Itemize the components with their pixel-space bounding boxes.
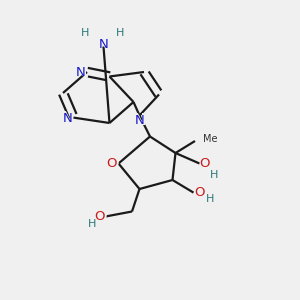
Text: H: H [210, 169, 219, 180]
Text: N: N [61, 111, 74, 126]
Text: N: N [99, 38, 108, 51]
Text: O: O [193, 185, 206, 200]
Text: H: H [116, 28, 124, 38]
Text: N: N [74, 64, 87, 80]
Text: O: O [93, 209, 106, 224]
Text: H: H [81, 28, 90, 38]
Text: O: O [94, 210, 105, 223]
Text: N: N [97, 37, 110, 52]
Text: H: H [88, 219, 97, 230]
Text: O: O [107, 157, 117, 170]
Text: Me: Me [203, 134, 218, 145]
Text: O: O [200, 157, 210, 170]
Text: N: N [135, 114, 144, 128]
Text: O: O [194, 186, 205, 199]
Text: N: N [76, 65, 85, 79]
Text: N: N [133, 113, 146, 128]
Text: O: O [105, 156, 119, 171]
Text: H: H [206, 194, 214, 205]
Text: N: N [63, 112, 72, 125]
Text: O: O [198, 156, 212, 171]
